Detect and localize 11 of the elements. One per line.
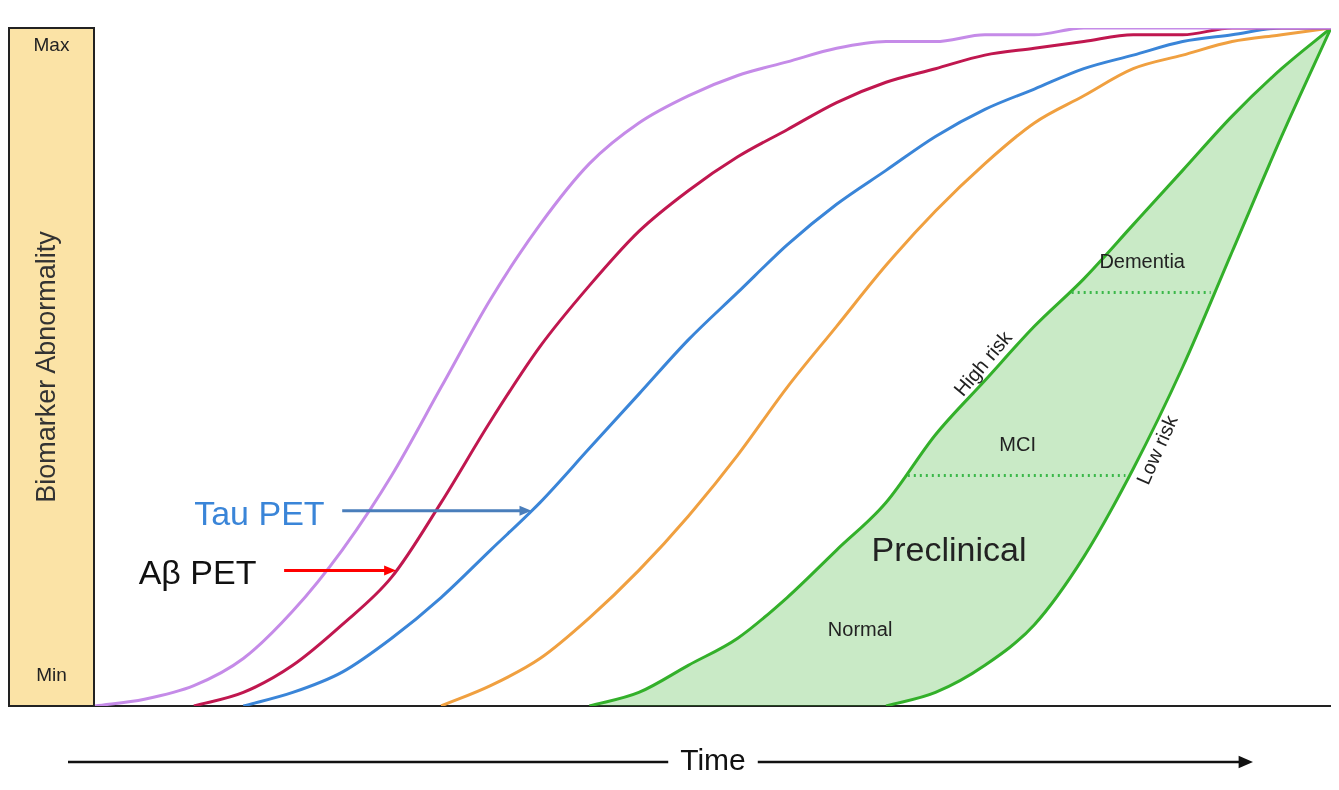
text: Low risk	[1131, 410, 1183, 488]
ref-line-label: MCI	[999, 433, 1036, 455]
text: Min	[36, 664, 67, 686]
text: Aβ PET	[138, 552, 257, 591]
annotation: Preclinical	[871, 529, 1027, 568]
text: Tau PET	[194, 493, 325, 532]
x-axis-title: Time	[680, 743, 746, 777]
ref-line-label: Dementia	[1099, 249, 1186, 272]
annotation: Normal	[827, 617, 893, 640]
text: Max	[33, 34, 70, 56]
y-axis-title: Biomarker Abnormality	[30, 230, 61, 503]
